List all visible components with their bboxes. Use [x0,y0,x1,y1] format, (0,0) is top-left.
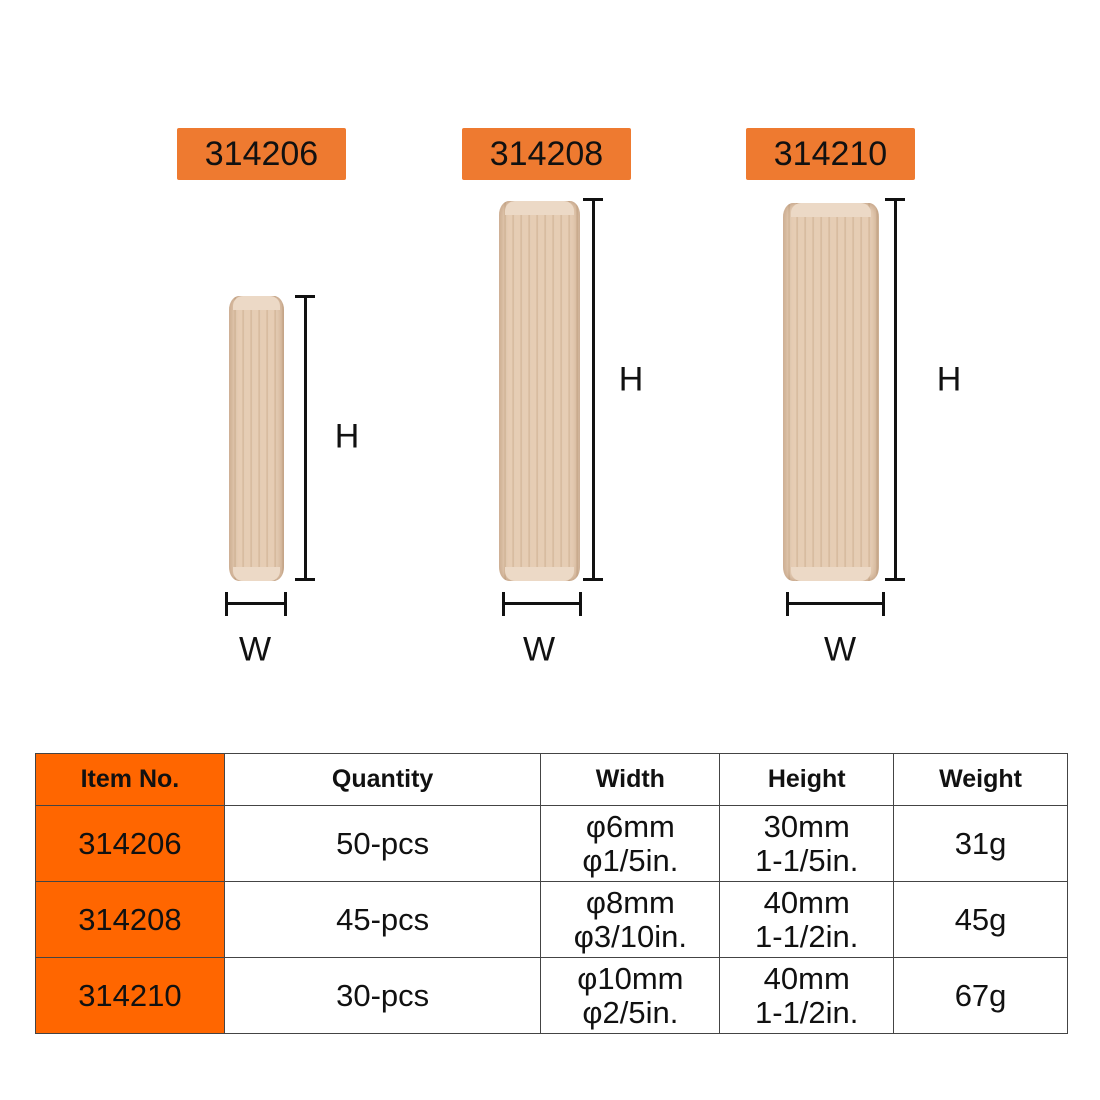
cell-quantity: 50-pcs [223,805,542,882]
height-in: 1-1/2in. [755,918,859,954]
cell-weight: 45g [893,881,1068,958]
width-mm: φ10mm [577,960,684,996]
cell-quantity: 30-pcs [223,957,542,1034]
width-bracket [502,592,582,616]
header-weight: Weight [893,753,1068,806]
height-label: H [334,417,360,456]
header-height: Height [719,753,895,806]
header-quantity: Quantity [223,753,542,806]
width-mm: φ8mm [585,884,675,920]
height-mm: 40mm [763,960,850,996]
dowel-image-small [229,296,284,581]
width-in: φ1/5in. [582,842,679,878]
width-bracket [786,592,885,616]
cell-weight: 31g [893,805,1068,882]
cell-item: 314210 [35,957,225,1034]
height-bracket [583,198,603,581]
table-row: 314206 50-pcs φ6mm φ1/5in. 30mm 1-1/5in. 3… [35,805,1068,882]
height-mm: 30mm [763,808,850,844]
height-label: H [618,360,644,399]
item-label-314208: 314208 [462,128,631,180]
cell-height: 40mm 1-1/2in. [719,957,895,1034]
dowel-image-large [783,203,879,581]
table-row: 314210 30-pcs φ10mm φ2/5in. 40mm 1-1/2in. … [35,957,1068,1034]
cell-quantity: 45-pcs [223,881,542,958]
width-label: W [238,630,272,669]
header-item-no: Item No. [35,753,225,806]
cell-item: 314208 [35,881,225,958]
height-bracket [885,198,905,581]
cell-weight: 67g [893,957,1068,1034]
item-label-314210: 314210 [746,128,915,180]
spec-table: Item No. Quantity Width Height Weight 31… [35,753,1068,1034]
width-bracket [225,592,287,616]
table-header-row: Item No. Quantity Width Height Weight [35,753,1068,806]
width-mm: φ6mm [585,808,675,844]
item-label-314206: 314206 [177,128,346,180]
cell-height: 30mm 1-1/5in. [719,805,895,882]
table-row: 314208 45-pcs φ8mm φ3/10in. 40mm 1-1/2in. … [35,881,1068,958]
cell-width: φ8mm φ3/10in. [540,881,721,958]
cell-width: φ6mm φ1/5in. [540,805,721,882]
height-mm: 40mm [763,884,850,920]
width-in: φ3/10in. [573,918,687,954]
height-in: 1-1/5in. [755,842,859,878]
width-label: W [823,630,857,669]
cell-item: 314206 [35,805,225,882]
dowel-image-medium [499,201,580,581]
header-width: Width [540,753,721,806]
cell-width: φ10mm φ2/5in. [540,957,721,1034]
height-bracket [295,295,315,581]
width-in: φ2/5in. [582,994,679,1030]
width-label: W [522,630,556,669]
height-label: H [936,360,962,399]
height-in: 1-1/2in. [755,994,859,1030]
cell-height: 40mm 1-1/2in. [719,881,895,958]
